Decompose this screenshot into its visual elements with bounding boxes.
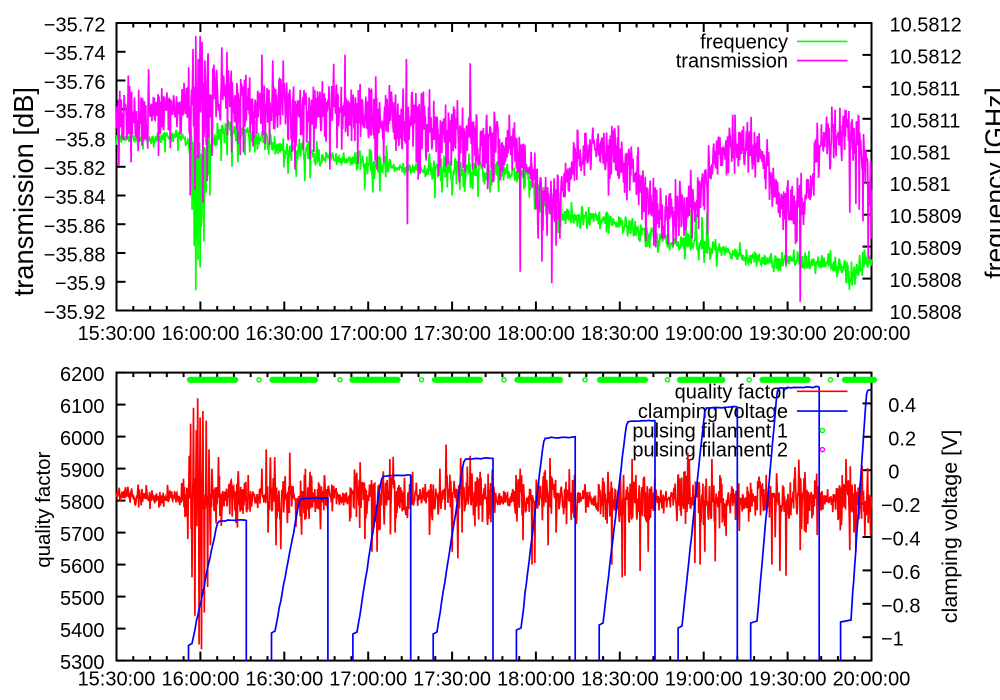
svg-text:6100: 6100 (60, 396, 105, 418)
svg-text:10.5811: 10.5811 (890, 110, 961, 132)
svg-text:5700: 5700 (60, 524, 105, 546)
svg-text:pulsing filament 1: pulsing filament 1 (632, 421, 788, 443)
svg-text:6200: 6200 (60, 364, 105, 386)
svg-text:17:00:00: 17:00:00 (329, 323, 407, 345)
svg-text:10.5809: 10.5809 (890, 206, 962, 228)
svg-text:17:00:00: 17:00:00 (329, 669, 407, 691)
svg-text:18:00:00: 18:00:00 (497, 323, 575, 345)
svg-text:quality factor: quality factor (32, 451, 55, 567)
svg-text:0: 0 (888, 462, 899, 484)
svg-text:10.581: 10.581 (890, 142, 951, 164)
svg-text:pulsing filament 2: pulsing filament 2 (632, 440, 788, 462)
svg-text:−0.2: −0.2 (881, 495, 920, 517)
svg-text:15:30:00: 15:30:00 (78, 669, 156, 691)
svg-text:5600: 5600 (60, 556, 105, 578)
svg-text:6000: 6000 (60, 428, 105, 450)
svg-text:16:00:00: 16:00:00 (161, 669, 239, 691)
svg-text:20:00:00: 20:00:00 (833, 669, 911, 691)
svg-text:19:00:00: 19:00:00 (665, 323, 743, 345)
svg-text:15:30:00: 15:30:00 (78, 323, 156, 345)
svg-text:19:30:00: 19:30:00 (749, 323, 827, 345)
svg-text:10.5808: 10.5808 (890, 302, 962, 324)
svg-text:20:00:00: 20:00:00 (833, 323, 911, 345)
svg-text:5500: 5500 (60, 588, 105, 610)
svg-text:16:30:00: 16:30:00 (245, 323, 323, 345)
svg-text:−0.6: −0.6 (881, 562, 920, 584)
svg-text:10.581: 10.581 (890, 174, 951, 196)
svg-text:5300: 5300 (60, 652, 105, 674)
svg-text:frequency [GHz]: frequency [GHz] (980, 87, 1000, 278)
svg-text:5900: 5900 (60, 460, 105, 482)
svg-text:10.5809: 10.5809 (890, 238, 962, 260)
svg-text:transmission [dB]: transmission [dB] (8, 87, 39, 296)
svg-text:5400: 5400 (60, 620, 105, 642)
svg-text:−35.8: −35.8 (55, 130, 106, 152)
svg-text:0.4: 0.4 (888, 395, 916, 417)
svg-text:18:00:00: 18:00:00 (497, 669, 575, 691)
svg-text:10.5811: 10.5811 (890, 78, 961, 100)
svg-text:16:30:00: 16:30:00 (245, 669, 323, 691)
svg-text:10.5808: 10.5808 (890, 270, 962, 292)
svg-text:clamping voltage [V]: clamping voltage [V] (938, 430, 962, 624)
svg-text:0.2: 0.2 (888, 428, 916, 450)
svg-text:−35.78: −35.78 (44, 101, 106, 123)
svg-text:frequency: frequency (700, 32, 788, 54)
svg-text:−35.9: −35.9 (55, 273, 106, 295)
svg-text:10.5812: 10.5812 (890, 15, 962, 37)
svg-text:19:30:00: 19:30:00 (749, 669, 827, 691)
svg-text:−0.8: −0.8 (881, 595, 920, 617)
svg-text:−35.84: −35.84 (44, 187, 106, 209)
svg-text:17:30:00: 17:30:00 (413, 669, 491, 691)
svg-text:−35.86: −35.86 (44, 216, 106, 238)
svg-text:19:00:00: 19:00:00 (665, 669, 743, 691)
svg-text:−0.4: −0.4 (881, 529, 920, 551)
svg-text:16:00:00: 16:00:00 (161, 323, 239, 345)
svg-text:quality factor: quality factor (675, 381, 789, 403)
svg-text:5800: 5800 (60, 492, 105, 514)
svg-text:18:30:00: 18:30:00 (581, 323, 659, 345)
svg-text:clamping voltage: clamping voltage (638, 401, 788, 423)
svg-text:−35.88: −35.88 (44, 245, 106, 267)
svg-text:17:30:00: 17:30:00 (413, 323, 491, 345)
svg-text:10.5812: 10.5812 (890, 46, 962, 68)
svg-text:−35.72: −35.72 (44, 15, 106, 37)
svg-text:transmission: transmission (676, 51, 788, 73)
svg-text:−35.92: −35.92 (44, 302, 106, 324)
svg-text:18:30:00: 18:30:00 (581, 669, 659, 691)
svg-text:−35.76: −35.76 (44, 72, 106, 94)
svg-text:−1: −1 (881, 629, 904, 651)
svg-text:−35.82: −35.82 (44, 158, 106, 180)
svg-text:−35.74: −35.74 (44, 43, 106, 65)
